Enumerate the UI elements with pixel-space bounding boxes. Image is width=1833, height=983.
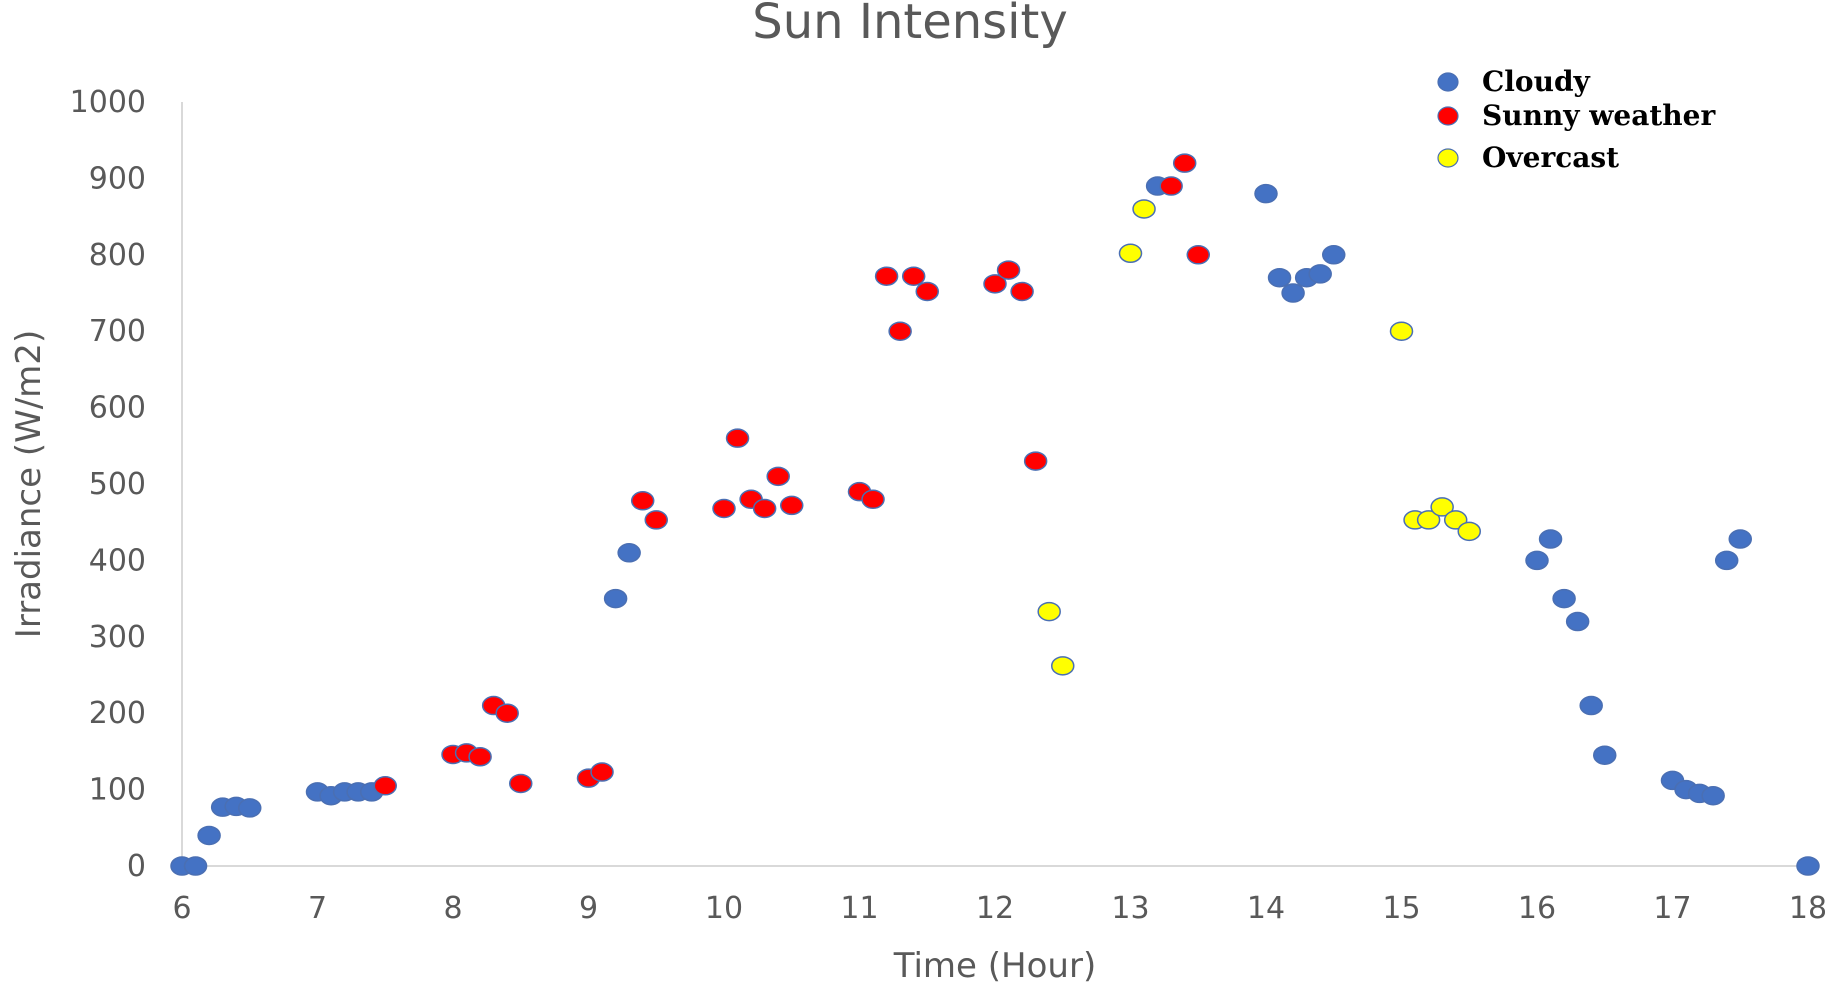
cloudy-point [1579, 695, 1603, 716]
sunny-weather-point [780, 495, 804, 516]
overcast-point [1132, 199, 1156, 219]
sunny-weather-point [901, 266, 926, 286]
sunny-weather-point [861, 489, 885, 510]
y-tick-label: 200 [89, 696, 146, 731]
sunny-weather-point [644, 510, 668, 530]
x-tick-label: 13 [1111, 891, 1149, 926]
x-tick-label: 12 [976, 891, 1014, 926]
overcast-point [1037, 601, 1061, 622]
x-tick-label: 18 [1789, 891, 1827, 926]
cloudy-point [197, 825, 221, 846]
legend-label-overcast: Overcast [1482, 141, 1619, 174]
overcast-point [1118, 243, 1143, 264]
overcast-point [1051, 656, 1075, 676]
x-tick-label: 9 [579, 891, 598, 926]
y-tick-label: 400 [89, 543, 146, 578]
y-tick-label: 0 [127, 849, 146, 884]
x-axis-title: Time (Hour) [893, 946, 1096, 983]
sunny-weather-point [495, 703, 519, 723]
cloudy-point [1525, 550, 1549, 571]
y-tick-labels: 0 100 200 300 400 500 600 700 800 900 1000 [70, 85, 146, 884]
sunny-weather-point [725, 428, 750, 448]
sunny-weather-point [915, 281, 939, 302]
overcast-point [1430, 497, 1454, 517]
sunny-weather-point [1186, 245, 1210, 265]
x-tick-label: 6 [172, 891, 191, 926]
cloudy-point [603, 588, 628, 609]
cloudy-point [1593, 745, 1617, 765]
legend-label-sunny-weather: Sunny weather [1482, 99, 1716, 132]
sunny-weather-point [373, 776, 397, 796]
legend-marker-sunny-weather [1437, 106, 1459, 126]
cloudy-point [1796, 856, 1820, 876]
sunny-weather-point [630, 491, 655, 511]
cloudy-point [617, 543, 641, 563]
x-tick-labels: 6 7 8 9 10 11 12 13 14 15 16 17 18 [172, 891, 1827, 926]
sunny-weather-point [766, 466, 790, 487]
sunny-weather-point [1023, 451, 1048, 471]
sunny-weather-point [874, 266, 899, 286]
y-tick-label: 800 [89, 238, 146, 273]
x-tick-label: 7 [308, 891, 327, 926]
overcast-point [1389, 321, 1414, 341]
legend-marker-cloudy [1437, 72, 1459, 92]
cloudy-point [1281, 283, 1305, 303]
cloudy-point [1254, 183, 1278, 204]
cloudy-point [1322, 245, 1346, 265]
sunny-weather-point [712, 498, 736, 519]
cloudy-point [183, 856, 208, 876]
plot-axes [181, 102, 1808, 867]
cloudy-point [1728, 529, 1752, 549]
legend-marker-overcast [1437, 148, 1459, 168]
x-tick-label: 17 [1653, 891, 1691, 926]
x-tick-label: 16 [1518, 891, 1556, 926]
sunny-weather-point [1159, 176, 1183, 196]
sunny-weather-point [752, 498, 777, 519]
y-tick-label: 900 [89, 161, 146, 196]
sunny-weather-point [1172, 153, 1197, 173]
sunny-weather-point [983, 274, 1007, 294]
cloudy-point [1565, 611, 1590, 632]
x-tick-label: 10 [705, 891, 743, 926]
x-tick-label: 14 [1247, 891, 1285, 926]
sunny-weather-point [509, 773, 533, 794]
overcast-point [1457, 521, 1481, 542]
y-tick-label: 500 [89, 467, 146, 502]
y-tick-label: 700 [89, 314, 146, 349]
cloudy-point [1308, 264, 1332, 284]
x-tick-label: 11 [840, 891, 878, 926]
sunny-weather-point [996, 260, 1021, 280]
y-tick-label: 600 [89, 391, 146, 426]
sunny-weather-point [468, 746, 492, 767]
y-axis-title: Irradiance (W/m2) [9, 330, 49, 638]
x-tick-label: 15 [1382, 891, 1420, 926]
legend-label-cloudy: Cloudy [1482, 65, 1591, 98]
cloudy-point [1714, 550, 1739, 571]
cloudy-point [1267, 267, 1292, 288]
cloudy-point [1538, 529, 1563, 549]
cloudy-point [1701, 785, 1725, 806]
sunny-weather-point [590, 762, 614, 782]
sunny-weather-point [888, 321, 912, 341]
cloudy-point [238, 798, 262, 818]
chart-title: Sun Intensity [752, 0, 1068, 50]
cloudy-point [1552, 588, 1576, 609]
y-tick-label: 300 [89, 620, 146, 655]
y-tick-label: 100 [89, 773, 146, 808]
x-tick-label: 8 [443, 891, 462, 926]
data-points [170, 153, 1820, 876]
overcast-point [1416, 510, 1441, 530]
sunny-weather-point [1010, 281, 1034, 302]
y-tick-label: 1000 [70, 85, 146, 120]
